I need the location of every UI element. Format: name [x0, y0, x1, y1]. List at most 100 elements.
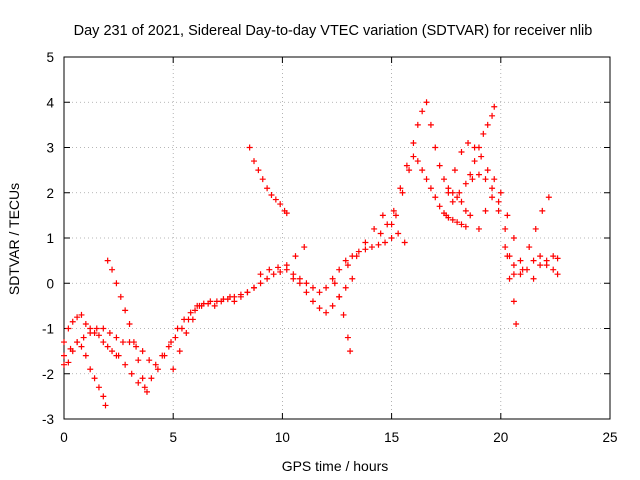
chart-title: Day 231 of 2021, Sidereal Day-to-day VTE… — [74, 23, 593, 39]
data-point — [458, 149, 465, 156]
data-point — [61, 361, 67, 368]
data-point — [443, 212, 450, 219]
data-point — [95, 332, 102, 339]
data-point — [543, 257, 550, 264]
data-point — [172, 334, 179, 341]
data-point — [451, 167, 458, 174]
data-point — [392, 212, 399, 219]
data-point — [465, 139, 472, 146]
series-arc-4 — [104, 257, 150, 395]
data-point — [168, 339, 175, 346]
data-point — [484, 167, 491, 174]
series-arc-11 — [290, 275, 356, 316]
series-arc-3 — [61, 339, 109, 409]
series-arc-10 — [257, 244, 308, 278]
series-arc-21 — [519, 194, 552, 273]
data-point — [484, 121, 491, 128]
data-point — [432, 194, 439, 201]
data-point — [517, 271, 524, 278]
data-point — [301, 244, 308, 251]
data-point — [331, 280, 338, 287]
data-point — [170, 366, 177, 373]
data-point — [87, 330, 94, 337]
data-point — [454, 194, 461, 201]
data-point — [95, 384, 102, 391]
data-point — [495, 198, 502, 205]
data-point — [196, 302, 203, 309]
data-point — [539, 207, 546, 214]
data-point — [128, 370, 135, 377]
data-point — [475, 225, 482, 232]
data-point — [554, 255, 561, 262]
data-point — [342, 284, 349, 291]
data-point — [231, 298, 238, 305]
data-point — [74, 314, 81, 321]
data-point — [379, 212, 386, 219]
data-point — [268, 192, 275, 199]
y-tick-label: 1 — [46, 231, 54, 246]
data-point — [126, 320, 133, 327]
data-point — [100, 393, 107, 400]
data-point — [344, 334, 351, 341]
data-point — [414, 121, 421, 128]
data-point — [506, 275, 513, 282]
data-point — [159, 352, 166, 359]
data-point — [419, 108, 426, 115]
data-point — [342, 257, 349, 264]
data-point — [423, 176, 430, 183]
data-point — [436, 162, 443, 169]
data-point — [441, 176, 448, 183]
x-tick-label: 20 — [493, 430, 508, 445]
y-tick-label: 2 — [46, 186, 54, 201]
series-arc-18 — [443, 171, 517, 278]
data-point — [467, 212, 474, 219]
data-point — [165, 343, 172, 350]
data-point — [117, 293, 124, 300]
data-point — [550, 266, 557, 273]
data-point — [449, 216, 456, 223]
data-point — [432, 144, 439, 151]
data-point — [61, 352, 67, 359]
data-point — [292, 253, 299, 260]
data-point — [504, 212, 511, 219]
data-point — [192, 307, 199, 314]
data-point — [246, 144, 253, 151]
series-arc-6 — [126, 284, 258, 368]
data-point — [497, 189, 504, 196]
data-point — [427, 185, 434, 192]
data-point — [87, 366, 94, 373]
data-point — [462, 180, 469, 187]
data-point — [510, 298, 517, 305]
data-point — [139, 375, 146, 382]
data-point — [211, 302, 218, 309]
data-point — [143, 388, 150, 395]
data-point — [491, 176, 498, 183]
data-point — [316, 289, 323, 296]
data-point — [135, 379, 142, 386]
data-point — [458, 221, 465, 228]
data-point — [277, 268, 284, 275]
data-point — [519, 266, 526, 273]
data-point — [336, 293, 343, 300]
data-point — [336, 266, 343, 273]
series-arc-8 — [246, 144, 290, 217]
data-point — [504, 253, 511, 260]
data-point — [264, 275, 271, 282]
data-point — [251, 284, 258, 291]
data-point — [436, 203, 443, 210]
data-point — [495, 207, 502, 214]
data-point — [275, 264, 282, 271]
data-point — [471, 158, 478, 165]
data-point — [303, 289, 310, 296]
data-point — [349, 275, 356, 282]
data-point — [82, 320, 89, 327]
data-point — [545, 194, 552, 201]
data-point — [368, 244, 375, 251]
data-point — [146, 357, 153, 364]
data-point — [456, 189, 463, 196]
data-point — [526, 244, 533, 251]
data-point — [126, 339, 133, 346]
data-point — [554, 271, 561, 278]
